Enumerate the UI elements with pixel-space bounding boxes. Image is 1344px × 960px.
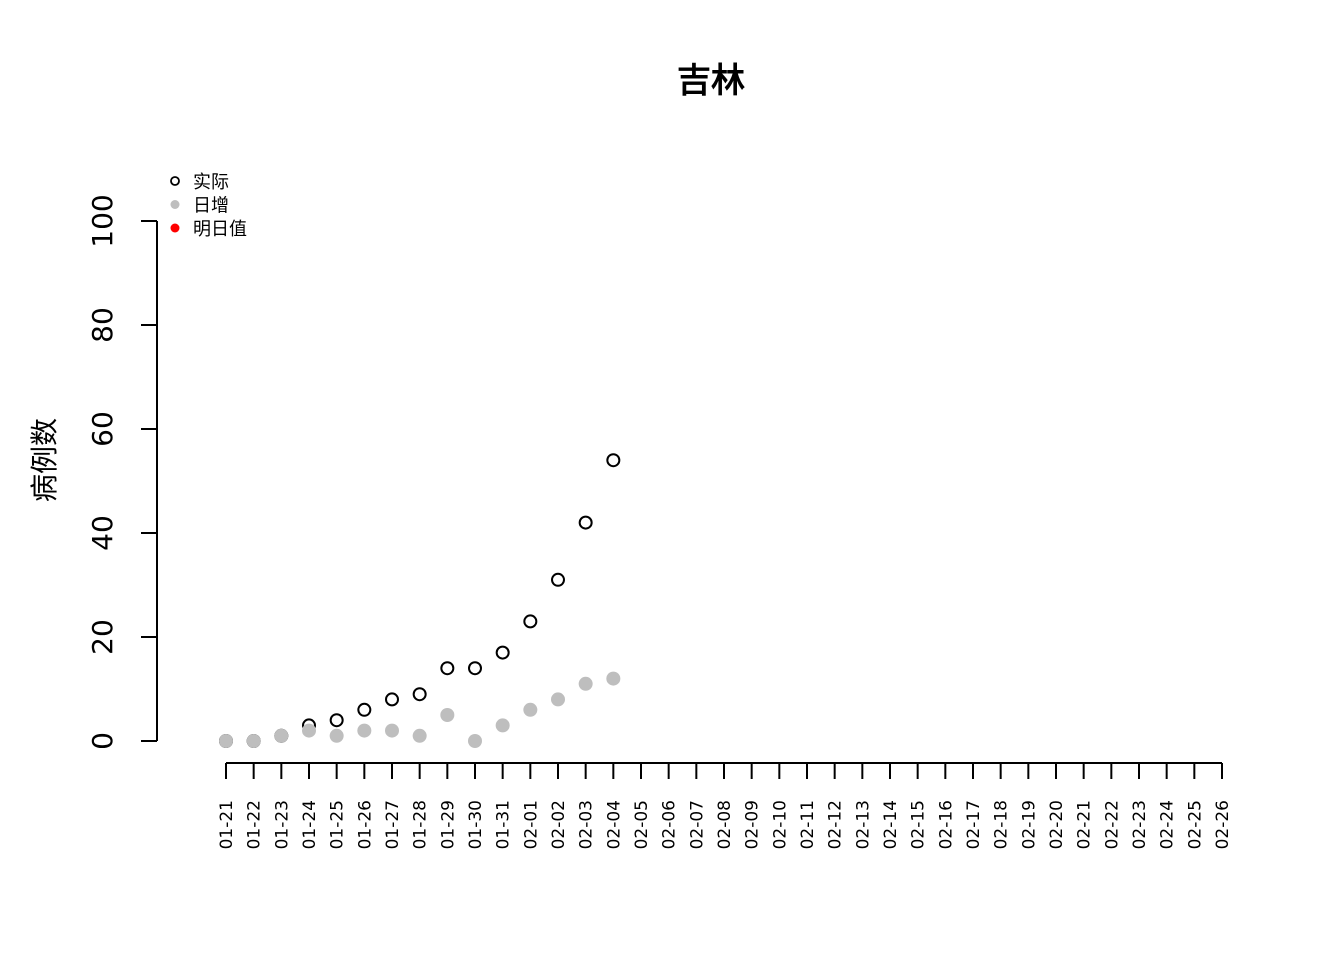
x-tick-label: 01-29	[438, 800, 458, 849]
x-tick-label: 02-23	[1130, 800, 1150, 849]
chart-title: 吉林	[677, 61, 745, 101]
x-axis: 01-21 01-22 01-23 01-24 01-25 01-26 01-27 01-28…	[217, 762, 1233, 849]
x-tick-label: 01-31	[494, 800, 514, 849]
point-series-1	[357, 723, 372, 738]
point-series-0	[329, 713, 344, 728]
legend-label: 日增	[193, 196, 229, 217]
legend-label: 实际	[193, 172, 229, 193]
x-tick-label: 02-22	[1102, 800, 1122, 849]
x-tick-label: 01-28	[411, 800, 431, 849]
point-series-1	[302, 723, 316, 738]
x-tick-label: 02-09	[743, 800, 763, 849]
y-axis-label: 病例数	[28, 418, 61, 502]
x-tick-label: 01-27	[383, 800, 403, 849]
x-tick-label: 02-14	[881, 800, 901, 849]
y-tick-label: 0	[86, 732, 119, 750]
x-tick-label: 02-25	[1185, 800, 1205, 849]
point-series-0	[606, 453, 621, 468]
x-tick-label: 02-12	[826, 800, 846, 849]
point-series-1	[495, 718, 510, 733]
x-tick-label: 01-26	[355, 800, 375, 849]
x-tick-label: 02-03	[577, 800, 597, 849]
legend-label: 明日值	[193, 219, 247, 240]
y-tick-label: 20	[86, 619, 119, 655]
point-series-1	[578, 676, 593, 691]
point-series-0	[523, 614, 538, 629]
x-tick-label: 02-13	[853, 800, 873, 849]
point-series-1	[606, 671, 621, 686]
y-tick-label: 80	[86, 307, 119, 343]
y-tick-label: 100	[86, 194, 119, 247]
x-tick-label: 02-02	[549, 800, 569, 849]
point-series-1	[440, 708, 455, 722]
point-series-1	[468, 734, 482, 748]
point-series-1	[246, 734, 261, 748]
x-tick-label: 02-16	[936, 800, 956, 849]
point-series-1	[412, 728, 427, 743]
point-series-0	[357, 702, 372, 717]
point-series-0	[385, 692, 399, 707]
y-tick-label: 40	[86, 515, 119, 551]
x-tick-label: 02-20	[1047, 800, 1067, 849]
x-tick-label: 02-05	[632, 800, 652, 849]
point-series-1	[551, 692, 565, 707]
point-series-0	[551, 572, 565, 587]
x-tick-label: 02-17	[964, 800, 984, 849]
x-tick-label: 02-15	[909, 800, 929, 849]
x-tick-label: 02-01	[521, 800, 541, 849]
x-tick-label: 02-21	[1075, 800, 1095, 849]
x-tick-label: 02-06	[660, 800, 680, 849]
x-tick-label: 01-24	[300, 800, 320, 849]
point-series-0	[468, 661, 482, 676]
point-series-1	[385, 723, 399, 738]
legend-marker	[170, 223, 180, 233]
x-tick-label: 02-07	[687, 800, 707, 849]
point-series-1	[523, 702, 538, 717]
x-tick-label: 01-23	[272, 800, 292, 849]
point-series-1	[274, 728, 289, 743]
point-series-0	[440, 661, 455, 676]
point-series-1	[329, 728, 344, 743]
x-tick-label: 02-26	[1213, 800, 1233, 849]
point-series-0	[578, 515, 593, 530]
point-series-0	[495, 645, 510, 660]
x-tick-label: 02-10	[770, 800, 790, 849]
x-tick-label: 01-25	[328, 800, 348, 849]
x-tick-label: 01-30	[466, 800, 486, 849]
y-tick-label: 60	[86, 411, 119, 447]
x-tick-label: 02-11	[798, 800, 818, 849]
legend-marker	[170, 176, 180, 186]
x-tick-label: 02-24	[1158, 800, 1178, 849]
x-tick-label: 02-04	[604, 800, 624, 849]
y-axis: 0 20 40 60 80 100	[86, 194, 158, 750]
x-tick-label: 02-08	[715, 800, 735, 849]
x-tick-label: 01-21	[217, 800, 237, 849]
point-series-0	[412, 687, 427, 702]
x-tick-label: 01-22	[245, 800, 265, 849]
x-tick-label: 02-19	[1019, 800, 1039, 849]
data-points	[219, 453, 621, 748]
x-tick-label: 02-18	[992, 800, 1012, 849]
legend-marker	[170, 200, 180, 209]
point-series-1	[219, 734, 233, 748]
